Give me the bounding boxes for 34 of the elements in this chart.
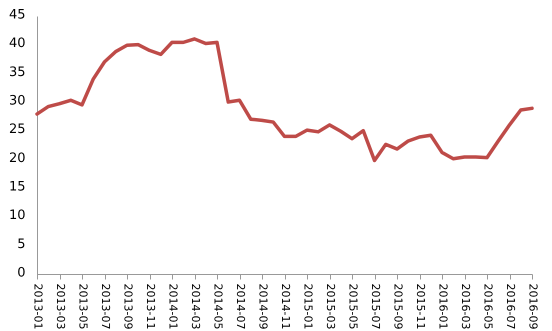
y-tick-label: 0 <box>17 266 26 280</box>
x-tick-label: 2014-09 <box>256 284 270 330</box>
x-tick-label: 2013-03 <box>54 284 67 330</box>
x-tick-label: 2015-09 <box>392 284 404 330</box>
x-tick-label: 2013-01 <box>32 284 44 330</box>
x-tick-label: 2013-05 <box>76 284 90 330</box>
y-tick-label: 45 <box>8 8 26 22</box>
line-series <box>35 37 534 162</box>
x-tick-label: 2016-07 <box>504 284 517 330</box>
x-tick-label: 2014-03 <box>189 284 202 330</box>
x-tick-label: 2013-09 <box>122 284 134 330</box>
x-tick-label: 2014-07 <box>234 284 247 330</box>
x-tick-label: 2014-05 <box>212 284 224 330</box>
y-tick-label: 40 <box>8 36 26 52</box>
y-tick-label: 20 <box>8 150 26 166</box>
x-tick-label: 2016-09 <box>526 284 540 330</box>
x-tick-label: 2015-11 <box>414 284 427 330</box>
x-tick-label: 2015-03 <box>324 284 337 330</box>
x-tick-label: 2013-11 <box>144 284 157 330</box>
x-tick-label: 2016-01 <box>436 284 450 330</box>
y-tick-label: 15 <box>8 180 26 194</box>
x-tick-label: 2015-07 <box>369 284 382 330</box>
x-tick-label: 2014-01 <box>166 284 180 330</box>
y-tick-label: 30 <box>8 94 26 108</box>
x-tick-label: 2016-05 <box>482 284 494 330</box>
y-tick-label: 10 <box>8 208 26 224</box>
x-tick-label: 2015-01 <box>302 284 314 330</box>
x-tick-label: 2015-05 <box>346 284 360 330</box>
y-tick-label: 25 <box>8 122 26 138</box>
x-tick-label: 2013-07 <box>99 284 112 330</box>
y-tick-label: 35 <box>8 64 26 80</box>
x-tick-label: 2016-03 <box>459 284 472 330</box>
y-tick-label: 5 <box>17 236 26 252</box>
x-tick-label: 2014-11 <box>279 284 292 330</box>
